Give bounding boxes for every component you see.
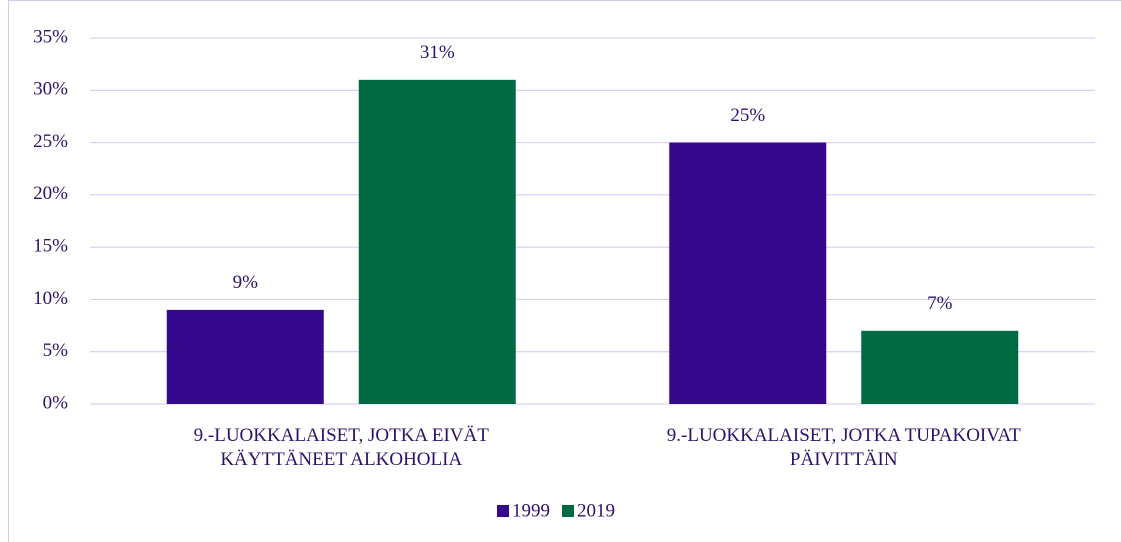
y-tick-label: 15%	[33, 236, 68, 257]
legend-label: 2019	[577, 500, 615, 521]
y-tick-label: 10%	[33, 288, 68, 309]
y-tick-label: 30%	[33, 79, 68, 100]
x-tick-label: 9.-LUOKKALAISET, JOTKA TUPAKOIVAT PÄIVIT…	[666, 425, 1021, 470]
bar	[358, 79, 516, 404]
legend-label: 1999	[512, 500, 550, 521]
chart-border	[8, 0, 1121, 542]
bar	[166, 309, 324, 404]
legend-swatch	[497, 505, 509, 517]
y-tick-label: 35%	[33, 26, 68, 47]
bar	[669, 142, 827, 405]
y-tick-label: 20%	[33, 183, 68, 204]
bar	[861, 330, 1019, 404]
data-label: 25%	[730, 105, 765, 126]
data-label: 9%	[233, 272, 259, 293]
y-tick-label: 0%	[43, 392, 69, 413]
y-tick-label: 5%	[43, 340, 69, 361]
y-tick-label: 25%	[33, 131, 68, 152]
data-label: 31%	[420, 42, 455, 63]
x-tick-label: 9.-LUOKKALAISET, JOTKA EIVÄT KÄYTTÄNEET …	[193, 425, 489, 470]
legend-swatch	[562, 505, 574, 517]
data-label: 7%	[927, 293, 953, 314]
